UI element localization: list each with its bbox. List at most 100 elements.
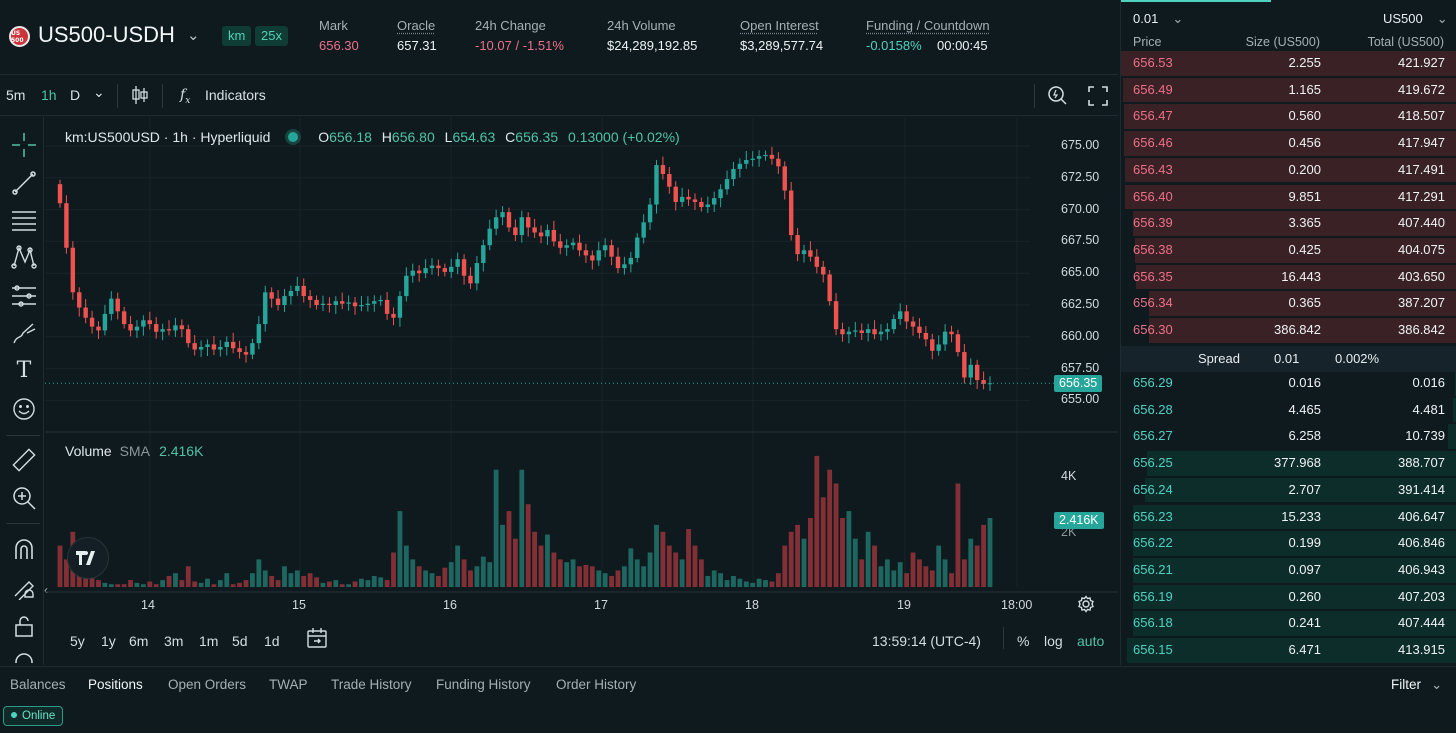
size-cell: 15.233 — [1281, 508, 1321, 524]
tab-balances[interactable]: Balances — [10, 677, 66, 692]
price-chart[interactable]: km:US500USD · 1h · Hyperliquid O656.18 H… — [45, 117, 1118, 665]
collapse-arrow-icon[interactable]: ‹ — [44, 583, 48, 597]
candle-body — [70, 247, 76, 293]
period-button-5y[interactable]: 5y — [70, 633, 85, 649]
magnet-icon[interactable] — [11, 537, 37, 563]
volume-bar — [282, 566, 287, 587]
ask-row[interactable]: 656.47 0.560 418.507 — [1121, 103, 1456, 130]
symbol-title[interactable]: US500-USDH — [38, 22, 175, 47]
candle-body — [391, 313, 396, 318]
tab-open-orders[interactable]: Open Orders — [168, 677, 247, 692]
bid-row[interactable]: 656.24 2.707 391.414 — [1121, 477, 1456, 504]
ask-row[interactable]: 656.39 3.365 407.440 — [1121, 210, 1456, 237]
zoom-in-icon[interactable] — [11, 485, 37, 511]
period-button-1y[interactable]: 1y — [101, 633, 116, 649]
chart-canvas[interactable] — [45, 117, 1118, 665]
total-cell: 386.842 — [1398, 322, 1445, 337]
ask-row[interactable]: 656.40 9.851 417.291 — [1121, 184, 1456, 211]
ask-row[interactable]: 656.43 0.200 417.491 — [1121, 157, 1456, 184]
volume-bar — [833, 483, 839, 587]
bid-row[interactable]: 656.27 6.258 10.739 — [1121, 423, 1456, 450]
ask-row[interactable]: 656.53 2.255 421.927 — [1121, 50, 1456, 77]
interval-1h[interactable]: 1h — [41, 87, 57, 103]
auto-scale-toggle[interactable]: auto — [1077, 633, 1105, 649]
tab-funding-history[interactable]: Funding History — [436, 677, 531, 692]
candle-body — [493, 217, 499, 229]
volume-bar — [974, 545, 980, 587]
total-cell: 407.440 — [1398, 215, 1445, 231]
bid-row[interactable]: 656.22 0.199 406.846 — [1121, 530, 1456, 557]
period-button-1m[interactable]: 1m — [199, 633, 219, 649]
bid-row[interactable]: 656.15 6.471 413.915 — [1121, 637, 1456, 664]
filter-button[interactable]: Filter ⌄ — [1391, 677, 1442, 693]
period-button-3m[interactable]: 3m — [164, 633, 184, 649]
tick-size-select[interactable]: 0.01 ⌄ — [1133, 11, 1183, 27]
bid-row[interactable]: 656.18 0.241 407.444 — [1121, 610, 1456, 637]
chevron-down-icon[interactable]: ⌄ — [187, 27, 200, 44]
crosshair-icon[interactable] — [11, 132, 37, 158]
indicators-button[interactable]: Indicators — [205, 87, 266, 103]
emoji-icon[interactable] — [11, 396, 37, 422]
horizontal-lines-icon[interactable] — [11, 207, 37, 233]
period-button-1d[interactable]: 1d — [264, 633, 280, 649]
tab-trade-history[interactable]: Trade History — [331, 677, 412, 692]
depth-bar — [1124, 184, 1456, 210]
fx-icon[interactable]: fx — [180, 87, 191, 106]
bid-row[interactable]: 656.29 0.016 0.016 — [1121, 370, 1456, 397]
spread-value: 0.01 — [1274, 351, 1300, 366]
total-cell: 418.507 — [1398, 108, 1445, 124]
volume-bar — [128, 580, 133, 587]
depth-bar — [1147, 451, 1456, 476]
interval-5m[interactable]: 5m — [6, 87, 26, 103]
unlock-icon[interactable] — [11, 613, 37, 639]
ruler-icon[interactable] — [11, 447, 37, 473]
clock-timezone[interactable]: 13:59:14 (UTC-4) — [872, 633, 981, 649]
text-tool-icon[interactable]: T — [16, 358, 32, 383]
bid-row[interactable]: 656.25 377.968 388.707 — [1121, 450, 1456, 477]
ask-row[interactable]: 656.46 0.456 417.947 — [1121, 130, 1456, 157]
volume-bar — [384, 580, 390, 587]
candle-body — [795, 235, 800, 255]
unit-select[interactable]: US500 ⌄ — [1383, 11, 1448, 27]
fullscreen-icon[interactable] — [1088, 86, 1108, 109]
bid-row[interactable]: 656.21 0.097 406.943 — [1121, 557, 1456, 584]
interval-chevron-icon[interactable]: ⌄ — [93, 84, 105, 100]
bid-row[interactable]: 656.28 4.465 4.481 — [1121, 397, 1456, 424]
date-range-calendar-icon[interactable] — [306, 627, 328, 652]
filter-label: Filter — [1391, 677, 1421, 692]
total-cell: 387.207 — [1398, 295, 1445, 311]
ask-row[interactable]: 656.34 0.365 387.207 — [1121, 290, 1456, 317]
period-button-6m[interactable]: 6m — [129, 633, 149, 649]
ask-row[interactable]: 656.30 386.842 386.842 — [1121, 317, 1456, 344]
candle-body — [737, 163, 743, 169]
ask-row[interactable]: 656.38 0.425 404.075 — [1121, 237, 1456, 264]
bid-row[interactable]: 656.23 15.233 406.647 — [1121, 504, 1456, 531]
tab-order-history[interactable]: Order History — [556, 677, 637, 692]
change-label: 24h Change — [475, 18, 546, 33]
tab-positions[interactable]: Positions — [88, 677, 143, 692]
candle-body — [179, 325, 185, 330]
brush-icon[interactable] — [11, 321, 37, 347]
volume-bar — [307, 573, 313, 587]
candle-body — [782, 166, 787, 191]
quick-search-icon[interactable] — [1046, 84, 1068, 109]
price-tick: 657.50 — [1061, 360, 1100, 375]
tradingview-logo-icon[interactable] — [67, 537, 109, 579]
ask-row[interactable]: 656.49 1.165 419.672 — [1121, 77, 1456, 104]
pattern-icon[interactable] — [11, 244, 37, 270]
unit-value: US500 — [1383, 11, 1423, 26]
bid-row[interactable]: 656.19 0.260 407.203 — [1121, 584, 1456, 611]
lock-drawing-icon[interactable] — [11, 574, 37, 601]
chart-settings-icon[interactable] — [1077, 595, 1095, 616]
volume-bar — [224, 573, 230, 587]
eye-icon[interactable] — [11, 649, 37, 663]
percent-scale-toggle[interactable]: % — [1017, 633, 1030, 649]
trend-line-icon[interactable] — [11, 170, 37, 196]
interval-d[interactable]: D — [70, 87, 81, 103]
fib-tool-icon[interactable] — [11, 283, 37, 309]
period-button-5d[interactable]: 5d — [232, 633, 248, 649]
candlestick-type-icon[interactable] — [131, 85, 149, 108]
log-scale-toggle[interactable]: log — [1044, 633, 1063, 649]
tab-twap[interactable]: TWAP — [269, 677, 308, 692]
ask-row[interactable]: 656.35 16.443 403.650 — [1121, 264, 1456, 291]
